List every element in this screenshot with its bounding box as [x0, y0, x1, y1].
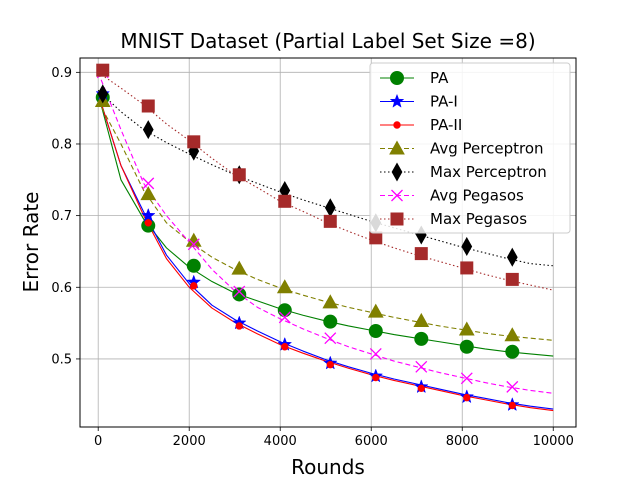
- data-point-max-perceptron: [461, 236, 473, 256]
- data-point-pa-ii: [235, 322, 243, 330]
- legend-label-pa-ii: PA-II: [430, 116, 462, 134]
- x-tick-label: 8000: [446, 434, 479, 449]
- legend-marker-pa-ii: [393, 121, 401, 129]
- data-point-pa: [323, 314, 338, 329]
- plot-frame: [79, 57, 577, 428]
- data-point-avg-pegasos: [460, 372, 473, 385]
- data-point-pa: [368, 323, 383, 338]
- y-axis-ticks: 0.5 0.6 0.7 0.8 0.9: [51, 66, 80, 367]
- data-point-max-perceptron: [506, 247, 518, 267]
- data-point-max-pegasos: [505, 272, 519, 286]
- data-point-avg-perceptron: [458, 321, 475, 336]
- y-tick-label: 0.7: [51, 209, 72, 224]
- data-point-pa-ii: [463, 393, 471, 402]
- x-tick-label: 4000: [264, 434, 297, 449]
- series-line-avg-perceptron: [97, 100, 554, 341]
- data-point-avg-perceptron: [140, 186, 157, 201]
- legend: PA PA-I PA-II Avg Perceptron Max Perceptron A…: [369, 62, 571, 234]
- data-point-max-perceptron: [97, 84, 109, 104]
- y-tick-label: 0.6: [51, 281, 72, 296]
- data-point-max-pegasos: [323, 214, 337, 228]
- series-markers: [94, 63, 521, 412]
- legend-marker-avg-perceptron: [389, 140, 405, 155]
- data-point-avg-pegasos: [187, 238, 200, 251]
- legend-frame: [369, 62, 571, 234]
- y-tick-label: 0.5: [51, 352, 72, 367]
- legend-label-pa: PA: [430, 69, 449, 87]
- data-point-avg-pegasos: [324, 332, 337, 345]
- x-axis-label: Rounds: [291, 455, 365, 479]
- x-axis-ticks: 0 2000 4000 6000 8000 10000: [94, 427, 574, 449]
- data-point-avg-pegasos: [415, 360, 428, 373]
- legend-label-avg-perceptron: Avg Perceptron: [430, 140, 544, 158]
- data-point-pa-i: [140, 207, 156, 222]
- data-point-pa-ii: [190, 282, 198, 290]
- chart-title: MNIST Dataset (Partial Label Set Size =8…: [120, 29, 535, 53]
- data-point-max-pegasos: [414, 247, 428, 261]
- data-point-pa-ii: [417, 384, 425, 393]
- data-point-avg-perceptron: [276, 279, 293, 294]
- data-point-pa: [505, 344, 520, 359]
- data-point-pa: [414, 331, 429, 346]
- legend-marker-pa-i: [389, 93, 405, 108]
- data-point-avg-pegasos: [506, 380, 519, 393]
- legend-marker-max-pegasos: [390, 212, 404, 226]
- x-tick-label: 0: [94, 434, 102, 449]
- data-point-pa: [277, 303, 292, 318]
- data-point-max-pegasos: [96, 63, 110, 77]
- data-point-avg-perceptron: [413, 312, 430, 327]
- legend-marker-max-perceptron: [391, 162, 403, 182]
- data-point-max-pegasos: [278, 194, 292, 208]
- series-line-max-perceptron: [97, 89, 554, 267]
- legend-label-avg-pegasos: Avg Pegasos: [430, 187, 524, 205]
- data-point-avg-pegasos: [278, 311, 291, 324]
- data-point-max-pegasos: [141, 99, 155, 113]
- legend-label-max-pegasos: Max Pegasos: [430, 210, 527, 228]
- data-point-pa-ii: [508, 401, 516, 410]
- data-point-max-pegasos: [369, 231, 383, 245]
- legend-label-pa-i: PA-I: [430, 93, 458, 111]
- data-point-pa: [232, 287, 247, 302]
- data-point-max-pegasos: [232, 168, 246, 182]
- data-point-pa-ii: [281, 343, 289, 351]
- y-axis-label: Error Rate: [19, 192, 43, 293]
- data-point-pa-ii: [144, 219, 152, 227]
- data-point-pa: [459, 339, 474, 354]
- y-tick-label: 0.8: [51, 137, 72, 152]
- x-tick-label: 2000: [173, 434, 206, 449]
- legend-marker-avg-pegasos: [391, 189, 403, 202]
- data-point-avg-perceptron: [367, 303, 384, 318]
- data-point-avg-perceptron: [231, 260, 248, 275]
- data-point-avg-perceptron: [322, 294, 339, 309]
- data-point-max-pegasos: [187, 135, 201, 149]
- data-point-pa-ii: [326, 360, 334, 369]
- data-point-avg-perceptron: [504, 327, 521, 342]
- data-point-avg-pegasos: [369, 347, 382, 360]
- legend-marker-pa: [390, 71, 404, 85]
- legend-label-max-perceptron: Max Perceptron: [430, 163, 547, 181]
- data-point-pa-ii: [372, 373, 380, 382]
- x-tick-label: 6000: [355, 434, 388, 449]
- series-line-pa-i: [97, 93, 554, 410]
- data-point-max-perceptron: [142, 120, 154, 140]
- data-point-avg-pegasos: [142, 177, 155, 190]
- data-point-avg-pegasos: [233, 285, 246, 298]
- series-line-avg-pegasos: [97, 72, 554, 394]
- x-tick-label: 10000: [533, 434, 574, 449]
- data-point-pa: [186, 258, 201, 273]
- y-tick-label: 0.9: [51, 66, 72, 81]
- data-point-max-pegasos: [460, 261, 474, 275]
